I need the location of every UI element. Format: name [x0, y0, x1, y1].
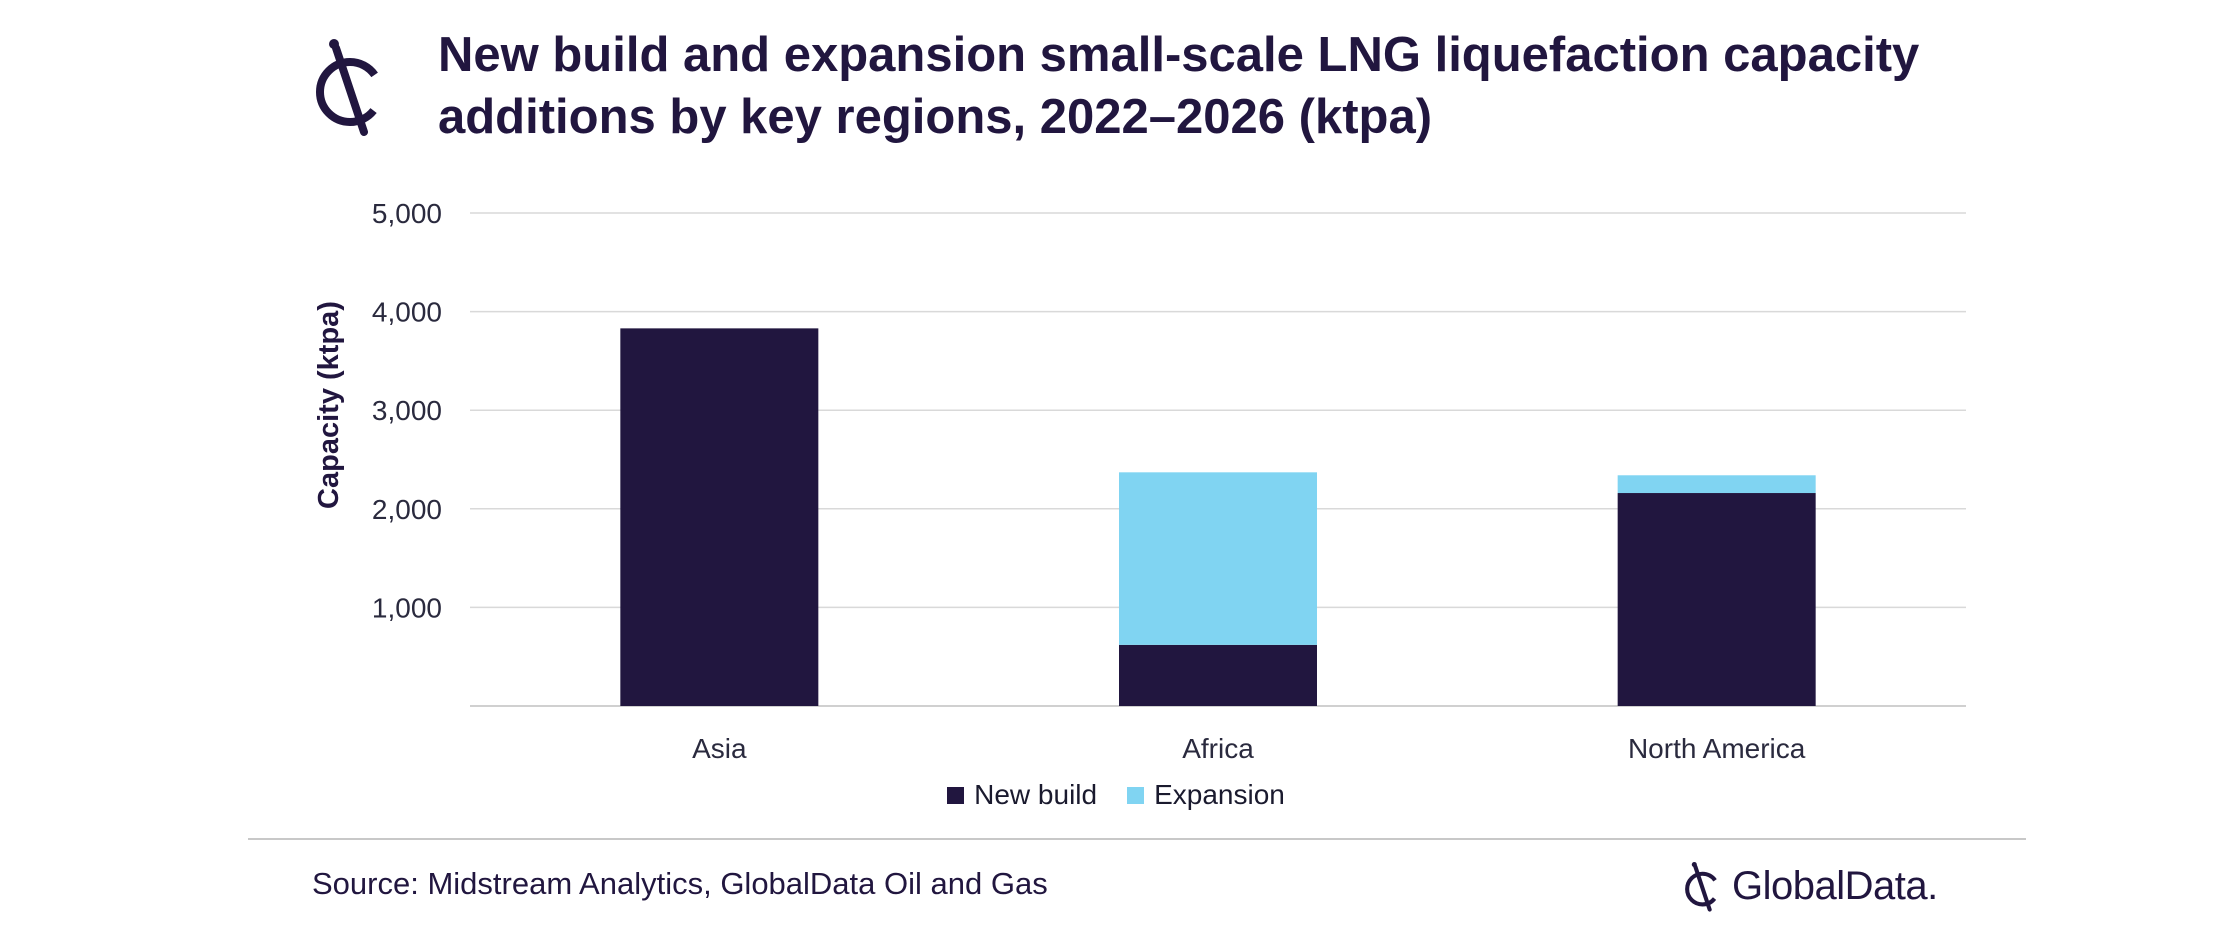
- legend-swatch: [1127, 786, 1145, 804]
- legend-item: Expansion: [1127, 779, 1285, 811]
- globaldata-brand-icon: [1685, 861, 1720, 912]
- chart-title: New build and expansion small-scale LNG …: [438, 24, 2058, 148]
- footer-divider: [248, 838, 2026, 840]
- y-axis-label: Capacity (ktpa): [313, 301, 345, 509]
- y-tick-label: 1,000: [372, 592, 442, 623]
- chart-title-line-1: New build and expansion small-scale LNG …: [438, 28, 1920, 82]
- y-tick-label: 3,000: [372, 395, 442, 426]
- bar-new-build: [1119, 644, 1317, 706]
- legend-label: New build: [974, 779, 1098, 810]
- chart-legend: New build Expansion: [0, 779, 2232, 811]
- x-tick-label: North America: [1628, 733, 1806, 764]
- brand-name: GlobalData.: [1732, 863, 1938, 908]
- x-tick-label: Asia: [692, 733, 747, 764]
- bar-expansion: [1119, 472, 1317, 645]
- y-tick-label: 4,000: [372, 297, 442, 328]
- source-note: Source: Midstream Analytics, GlobalData …: [312, 866, 1048, 901]
- globaldata-logo-icon: [316, 39, 384, 136]
- y-tick-label: 5,000: [372, 198, 442, 229]
- chart-title-line-2: additions by key regions, 2022–2026 (ktp…: [438, 90, 1433, 144]
- bar-expansion: [1617, 475, 1816, 494]
- brand-logo: GlobalData.: [1680, 858, 1938, 914]
- legend-swatch: [947, 786, 965, 804]
- bar-new-build: [620, 328, 819, 706]
- legend-label: Expansion: [1154, 779, 1285, 810]
- y-tick-label: 2,000: [372, 494, 442, 525]
- bar-new-build: [1617, 493, 1816, 706]
- legend-item: New build: [947, 779, 1097, 811]
- x-tick-label: Africa: [1182, 733, 1254, 764]
